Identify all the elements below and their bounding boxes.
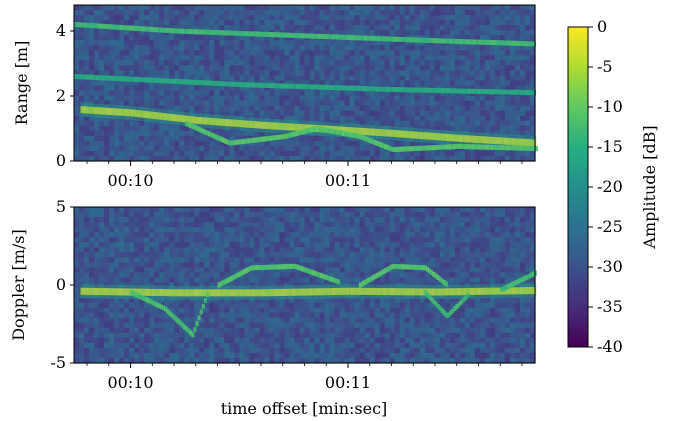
range-y-axis: 0 2 4 (56, 21, 74, 170)
colorbar-tick-label: -30 (597, 257, 623, 276)
doppler-heatmap (74, 207, 537, 364)
x-tick-label: 00:11 (325, 373, 371, 392)
x-tick-label: 00:11 (325, 171, 371, 190)
heatmap-trace-1-3 (358, 263, 448, 288)
heatmap-trace-0-1 (184, 121, 538, 153)
heatmap-trace-0-0 (80, 102, 537, 151)
y-tick-label: 0 (56, 151, 66, 170)
heatmap-trace-0-3 (74, 74, 536, 96)
doppler-ylabel: Doppler [m/s] (9, 229, 28, 341)
y-tick-label: 5 (56, 197, 66, 216)
range-panel: 0 2 4 00:10 00:11 Range [m] (12, 4, 538, 190)
heatmap-trace-0-2 (74, 22, 536, 47)
colorbar-tick-label: -40 (597, 337, 623, 356)
colorbar-gradient (567, 26, 589, 348)
heatmap-trace-1-4 (424, 290, 470, 318)
range-x-axis: 00:10 00:11 (86, 161, 523, 190)
range-ylabel: Range [m] (12, 41, 31, 126)
heatmap-trace-1-5 (500, 270, 537, 293)
colorbar-label: Amplitude [dB] (640, 125, 659, 249)
heatmap-trace-1-2 (217, 263, 341, 288)
doppler-panel: 5 0 -5 00:10 00:11 Doppler [m/s] time offse… (9, 197, 537, 418)
colorbar-ticks: 0 -5 -10 -15 -20 -25 -30 -35 -40 (588, 17, 623, 356)
colorbar-tick-label: -35 (597, 297, 623, 316)
doppler-x-axis: 00:10 00:11 (86, 363, 523, 392)
colorbar: 0 -5 -10 -15 -20 -25 -30 -35 -40 Amplitude [dB] (567, 17, 659, 356)
colorbar-tick-label: 0 (597, 17, 607, 36)
colorbar-tick-label: -20 (597, 177, 623, 196)
y-tick-label: -5 (50, 353, 66, 372)
heatmap-trace-1-1 (130, 290, 210, 338)
y-tick-label: 2 (56, 86, 66, 105)
range-heatmap (74, 5, 538, 162)
colorbar-tick-label: -5 (597, 57, 613, 76)
y-tick-label: 0 (56, 275, 66, 294)
colorbar-tick-label: -25 (597, 217, 623, 236)
y-tick-label: 4 (56, 21, 66, 40)
x-axis-label: time offset [min:sec] (221, 399, 388, 418)
doppler-y-axis: 5 0 -5 (50, 197, 74, 372)
colorbar-tick-label: -15 (597, 137, 623, 156)
heatmap-trace-1-0 (80, 283, 537, 300)
x-tick-label: 00:10 (107, 373, 153, 392)
colorbar-tick-label: -10 (597, 97, 623, 116)
x-tick-label: 00:10 (107, 171, 153, 190)
